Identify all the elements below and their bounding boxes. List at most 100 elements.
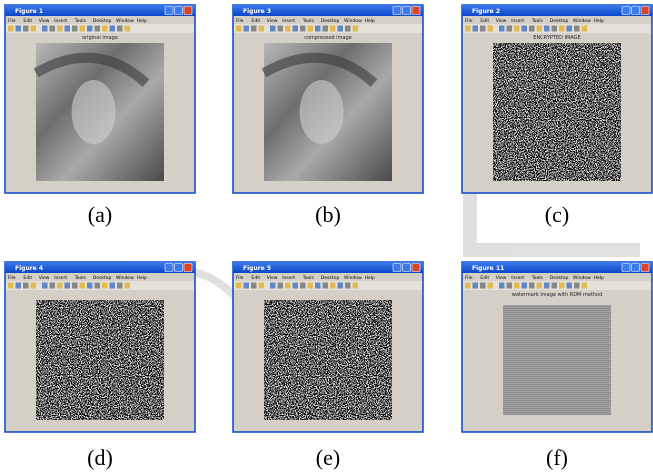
toolbar-icon [465, 283, 471, 289]
menu-item: Insert [282, 18, 295, 24]
toolbar-icon [102, 26, 108, 32]
image-title: watermark image with RDM method [512, 292, 603, 298]
window-title: Figure 3 [243, 8, 271, 15]
menu-item: File [236, 275, 244, 281]
menu-item: File [465, 18, 473, 24]
figure-window: Figure 11FileEditViewInsertToolsDesktopW… [462, 262, 652, 432]
window-title: Figure 1 [15, 8, 43, 15]
image [503, 305, 611, 415]
toolbar-icon [499, 283, 505, 289]
toolbar-icon [293, 283, 299, 289]
window-button [622, 7, 630, 15]
menu-item: Window [573, 275, 591, 281]
menu-item: Help [594, 18, 604, 24]
toolbar-icon [117, 283, 123, 289]
figure: Figure 1 File Edit View Insert Tools Desktop Wi… [0, 0, 653, 474]
menu-item: Help [365, 18, 375, 24]
caption: (a) [88, 202, 112, 227]
toolbar-icon [80, 283, 86, 289]
toolbar-icon [529, 26, 535, 32]
window-button [403, 264, 411, 272]
toolbar-icon [315, 26, 321, 32]
toolbar-icon [473, 26, 479, 32]
menu-item: Insert [511, 18, 524, 24]
toolbar-icon [72, 283, 78, 289]
menu-item: Edit [251, 275, 260, 281]
menu-item: Desktop [550, 275, 569, 281]
image [36, 300, 164, 420]
menu-item: Desktop [93, 275, 112, 281]
window-button [641, 264, 649, 272]
menu-item: Edit [251, 18, 260, 24]
toolbar-icon [31, 26, 37, 32]
menu-item: Help [594, 275, 604, 281]
toolbar-icon [308, 26, 314, 32]
menu-item: Help [365, 275, 375, 281]
menu-item: Window [116, 18, 134, 24]
toolbar-icon [95, 283, 101, 289]
figure-window: Figure 3FileEditViewInsertToolsDesktopWi… [233, 5, 423, 193]
menu-item: View [39, 275, 50, 281]
caption: (b) [315, 202, 341, 227]
caption: (c) [545, 202, 569, 227]
toolbar-icon [236, 283, 242, 289]
menu-item: Edit [480, 275, 489, 281]
toolbar-icon [537, 26, 543, 32]
toolbar-icon [567, 26, 573, 32]
toolbar-icon [110, 26, 116, 32]
toolbar-icon [353, 283, 359, 289]
window-button [184, 7, 192, 15]
toolbar-icon [544, 283, 550, 289]
window-button [184, 264, 192, 272]
image [264, 300, 392, 420]
toolbar-icon [278, 283, 284, 289]
menu-item: Desktop [550, 18, 569, 24]
toolbar-icon [522, 26, 528, 32]
window-button [412, 264, 420, 272]
menu-item: Insert [511, 275, 524, 281]
toolbar-icon [87, 26, 93, 32]
toolbar-icon [259, 26, 265, 32]
toolbar-icon [278, 26, 284, 32]
window-title: Figure 5 [243, 265, 271, 272]
toolbar-icon [125, 283, 131, 289]
window-button [641, 7, 649, 15]
toolbar-icon [57, 26, 63, 32]
menu-item: View [39, 18, 50, 24]
toolbar-icon [330, 26, 336, 32]
toolbar-icon [31, 283, 37, 289]
toolbar-icon [72, 26, 78, 32]
menu-item: Tools [531, 275, 544, 281]
menu-item: Insert [54, 275, 67, 281]
toolbar-icon [23, 283, 29, 289]
toolbar-icon [251, 283, 257, 289]
toolbar-icon [42, 26, 48, 32]
toolbar-icon [244, 26, 250, 32]
toolbar-icon [488, 283, 494, 289]
toolbar-icon [488, 26, 494, 32]
toolbar-icon [259, 283, 265, 289]
menu-item: File [8, 275, 16, 281]
toolbar-icon [236, 26, 242, 32]
menu-item: Window [344, 275, 362, 281]
toolbar-icon [42, 283, 48, 289]
window-button [632, 264, 640, 272]
toolbar-icon [323, 26, 329, 32]
toolbar-icon [330, 283, 336, 289]
toolbar-icon [95, 26, 101, 32]
window-button [632, 7, 640, 15]
menu-item: View [496, 275, 507, 281]
image-title: original image [82, 35, 118, 41]
image-detail [300, 80, 344, 144]
menu-item: Tools [74, 275, 87, 281]
toolbar-icon [552, 283, 558, 289]
menu-item: Tools [531, 18, 544, 24]
caption: (e) [316, 445, 340, 470]
toolbar-icon [16, 283, 22, 289]
menu-item: Tools [74, 18, 87, 24]
menu-item: Help [137, 18, 147, 24]
menu-item: View [267, 275, 278, 281]
menu-item: Window [344, 18, 362, 24]
menu-item: Desktop [321, 18, 340, 24]
